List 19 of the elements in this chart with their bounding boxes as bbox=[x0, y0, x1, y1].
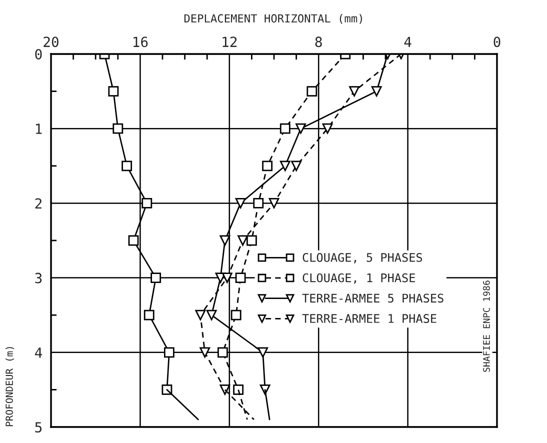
y-axis-title: PROFONDEUR (m) bbox=[5, 347, 14, 426]
x-tick-label: 0 bbox=[494, 36, 500, 48]
y-tick-label: 2 bbox=[35, 198, 42, 209]
y-tick-label: 4 bbox=[34, 348, 42, 358]
x-tick-label: 4 bbox=[404, 36, 412, 47]
x-tick-label: 16 bbox=[134, 36, 148, 48]
x-tick-label: 12 bbox=[222, 36, 237, 47]
x-tick-label: 20 bbox=[44, 36, 58, 48]
y-tick-label: 3 bbox=[35, 272, 42, 284]
y-tick-label: 5 bbox=[35, 422, 42, 433]
legend-label: CLOUAGE, 1 PHASE bbox=[302, 273, 415, 284]
y-tick-label: 0 bbox=[35, 49, 42, 60]
legend-label: CLOUAGE, 5 PHASES bbox=[302, 253, 422, 264]
legend-label: TERRE-ARMEE 5 PHASES bbox=[302, 294, 444, 303]
legend-label: TERRE-ARMEE 1 PHASE bbox=[302, 314, 436, 323]
x-tick-label: 8 bbox=[315, 36, 322, 48]
y-tick-label: 1 bbox=[36, 124, 42, 134]
annotation: SHAFIEE ENPC 1986 bbox=[483, 280, 490, 372]
x-axis-title: DEPLACEMENT HORIZONTAL (mm) bbox=[184, 14, 362, 24]
